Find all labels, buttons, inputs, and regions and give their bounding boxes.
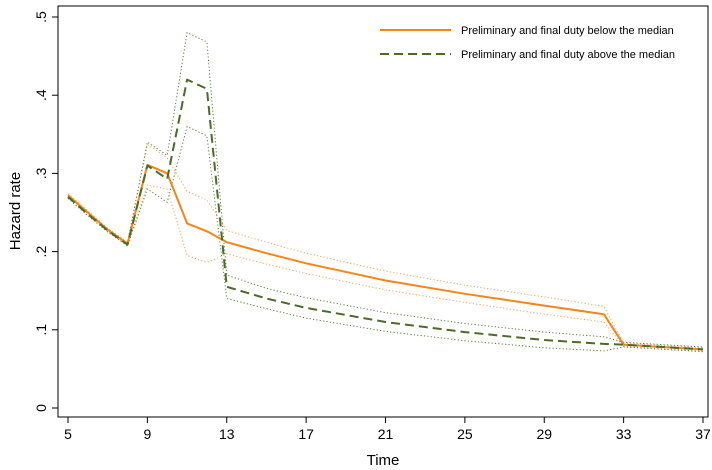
- x-axis: 5 9 13 17 21 25 29 33 37: [64, 417, 711, 442]
- x-tick-label: 33: [616, 426, 632, 442]
- series-1-line: [67, 78, 704, 351]
- series-0-ci-upper-line: [67, 143, 704, 349]
- x-axis-title: Time: [367, 452, 400, 469]
- series-0-ci-lower-line: [67, 184, 704, 352]
- x-tick-label: 29: [536, 426, 552, 442]
- x-tick-label: 17: [298, 426, 314, 442]
- y-tick-label: .1: [33, 324, 49, 336]
- y-tick-label: .4: [33, 89, 49, 101]
- x-tick-label: 21: [378, 426, 394, 442]
- x-tick-label: 25: [457, 426, 473, 442]
- legend-label: Preliminary and final duty above the med…: [461, 49, 675, 61]
- x-tick-label: 13: [219, 426, 235, 442]
- x-tick-label: 37: [695, 426, 711, 442]
- y-axis: 0 .1 .2 .3 .4 .5: [33, 11, 58, 412]
- x-tick-label: 5: [64, 426, 72, 442]
- series-1-ci-lower-line: [67, 125, 704, 353]
- legend: Preliminary and final duty below the med…: [380, 25, 675, 61]
- y-tick-label: .3: [33, 167, 49, 179]
- plot-frame: [57, 5, 709, 418]
- legend-label: Preliminary and final duty below the med…: [461, 25, 674, 37]
- x-tick-label: 9: [143, 426, 151, 442]
- series-lines: [67, 78, 704, 351]
- y-tick-label: .5: [33, 11, 49, 23]
- y-axis-title: Hazard rate: [7, 172, 24, 250]
- y-tick-label: 0: [33, 404, 49, 412]
- y-tick-label: .2: [33, 246, 49, 258]
- series-0-line: [67, 163, 704, 351]
